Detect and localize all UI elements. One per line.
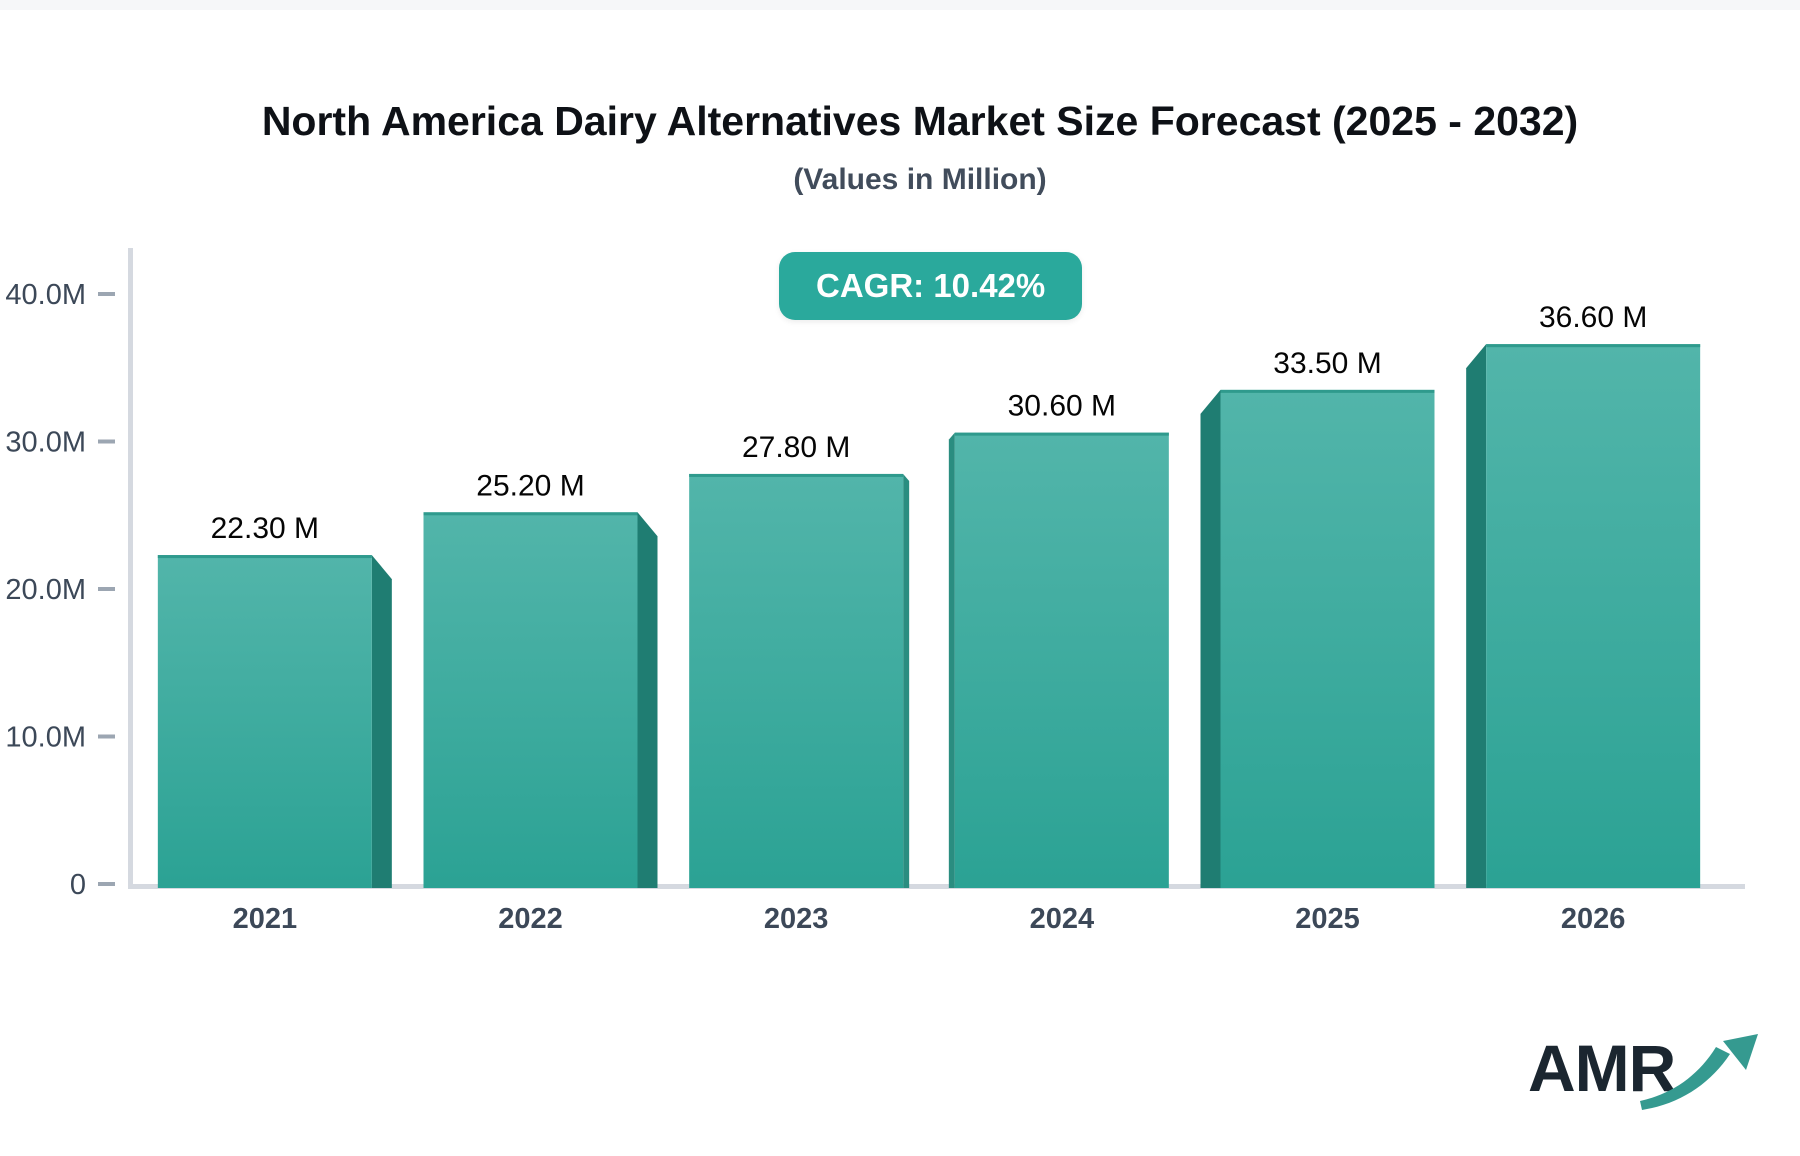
y-tick-label: 20.0M: [5, 574, 86, 606]
bar-face: [157, 555, 372, 888]
amr-logo-text: AMR: [1528, 1031, 1676, 1105]
chart-subtitle: (Values in Million): [793, 163, 1047, 196]
y-tick-mark: [98, 734, 115, 739]
bar-top-edge: [1220, 389, 1435, 393]
x-tick-label: 2025: [1295, 903, 1360, 935]
x-axis-line: [128, 884, 1745, 889]
bar-side-face: [637, 512, 658, 888]
bar-side-face: [1466, 344, 1487, 888]
labels-layer: 40.0M 30.0M 20.0M 10.0M 0 22.30 M 2021 25.20 M 2…: [5, 279, 1647, 935]
axes-layer: [98, 248, 1745, 889]
bar-value-label: 33.50 M: [1273, 347, 1381, 380]
y-tick-label: 30.0M: [5, 427, 86, 459]
bar-face: [423, 512, 638, 888]
bar-chart-svg: 40.0M 30.0M 20.0M 10.0M 0 22.30 M 2021 25.20 M 2…: [5, 248, 1745, 935]
x-tick-label: 2022: [498, 903, 563, 935]
page-top-strip: [0, 0, 1800, 10]
amr-logo: AMR: [1528, 1030, 1758, 1130]
y-tick-label: 10.0M: [5, 722, 86, 754]
bar-face: [1486, 344, 1701, 888]
cagr-badge: CAGR: 10.42%: [779, 252, 1083, 320]
bar-side-face: [1200, 389, 1221, 888]
bar-top-edge: [1486, 344, 1701, 348]
y-tick-mark: [98, 882, 115, 886]
y-tick-mark: [98, 292, 115, 296]
y-tick-label: 40.0M: [5, 279, 86, 311]
y-tick-mark: [98, 439, 115, 444]
y-tick-label: 0: [70, 869, 86, 901]
bar-side-face: [903, 473, 910, 888]
bar-face: [954, 432, 1169, 888]
bar-top-edge: [423, 512, 638, 516]
bar-value-label: 27.80 M: [742, 431, 850, 464]
bar-face: [1220, 389, 1435, 888]
chart-title: North America Dairy Alternatives Market …: [261, 98, 1579, 144]
bar-value-label: 36.60 M: [1539, 301, 1647, 334]
bar-top-edge: [954, 432, 1169, 436]
bar-side-face: [948, 432, 955, 888]
x-tick-label: 2023: [764, 903, 829, 935]
bar-side-face: [371, 555, 392, 888]
bar-chart: 40.0M 30.0M 20.0M 10.0M 0 22.30 M 2021 25.20 M 2…: [0, 230, 1800, 1000]
amr-logo-arrow-icon: [1640, 1034, 1758, 1110]
x-tick-label: 2024: [1030, 903, 1095, 935]
bars-layer: [157, 344, 1701, 888]
bar-face: [689, 473, 904, 888]
y-tick-mark: [98, 587, 115, 591]
bar-value-label: 22.30 M: [211, 512, 319, 545]
x-tick-label: 2026: [1561, 903, 1626, 935]
x-tick-label: 2021: [233, 903, 298, 935]
bar-value-label: 30.60 M: [1008, 390, 1116, 423]
bar-top-edge: [157, 555, 372, 559]
y-axis-line: [128, 248, 133, 889]
bar-top-edge: [689, 473, 904, 477]
bar-value-label: 25.20 M: [476, 469, 584, 502]
